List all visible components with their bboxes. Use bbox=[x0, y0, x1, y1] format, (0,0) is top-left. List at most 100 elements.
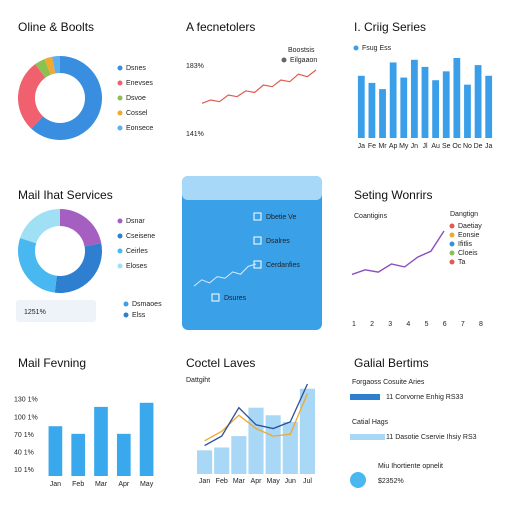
donut-segment bbox=[60, 209, 102, 247]
legend-dot bbox=[449, 250, 455, 256]
panel-title: Coctel Laves bbox=[186, 356, 255, 370]
x-tick-label: Feb bbox=[216, 478, 228, 485]
panel-title: Mail Fevning bbox=[18, 356, 86, 370]
card-footer: Dsures bbox=[224, 295, 247, 302]
line bbox=[193, 263, 257, 287]
x-tick-label: 4 bbox=[406, 321, 410, 328]
bar bbox=[389, 62, 397, 138]
line bbox=[351, 230, 445, 276]
x-tick-label: No bbox=[463, 143, 472, 150]
panel: Mail Ihat Services Dsnar Cseisene Ceirles El… bbox=[8, 176, 168, 336]
legend-label: Cloeis bbox=[458, 250, 478, 257]
x-tick-label: Mr bbox=[378, 143, 387, 150]
legend-label: Eonsie bbox=[458, 232, 480, 239]
card-item: Dsalres bbox=[266, 238, 290, 245]
bar bbox=[48, 426, 63, 476]
legend-dot bbox=[449, 232, 455, 238]
x-tick-label: Se bbox=[442, 143, 451, 150]
x-tick-label: Apr bbox=[118, 481, 130, 488]
row-note: 11 Corvorne Enhig RS33 bbox=[386, 394, 463, 401]
bar bbox=[299, 388, 315, 474]
legend-label: Eonsece bbox=[126, 125, 153, 132]
donut-segment bbox=[17, 64, 46, 129]
card-item: Cerdanfies bbox=[266, 262, 300, 269]
donut-segment bbox=[52, 56, 60, 74]
legend-dot bbox=[117, 95, 123, 101]
donut-segment bbox=[20, 209, 60, 244]
bar bbox=[197, 450, 213, 474]
legend-label: Eloses bbox=[126, 263, 148, 270]
panel: Oline & Boolts Dsnes Enevses Dsvoe Cossel Eon… bbox=[8, 8, 168, 168]
x-tick-label: 7 bbox=[461, 321, 465, 328]
bar bbox=[282, 421, 298, 474]
legend-label: Ifitlis bbox=[458, 241, 473, 248]
legend-dot bbox=[281, 57, 287, 63]
y-tick-label: 10 1% bbox=[14, 467, 34, 474]
legend-label: Dsvoe bbox=[126, 95, 146, 102]
legend-label: Cseisene bbox=[126, 233, 155, 240]
y-tick-label: 40 1% bbox=[14, 449, 34, 456]
row-label: Catial Hags bbox=[352, 419, 389, 426]
legend-label: Dsnar bbox=[126, 218, 145, 225]
bar bbox=[442, 71, 450, 138]
bar bbox=[410, 59, 418, 138]
x-tick-label: 5 bbox=[425, 321, 429, 328]
icon bbox=[211, 293, 220, 302]
x-tick-label: Ap bbox=[389, 143, 398, 150]
x-tick-label: May bbox=[267, 478, 281, 485]
legend-dot bbox=[449, 223, 455, 229]
donut-segment bbox=[35, 58, 51, 78]
x-tick-label: Apr bbox=[251, 478, 263, 485]
legend-label: Enevses bbox=[126, 80, 153, 87]
panel-bg bbox=[344, 344, 504, 504]
legend-label: Dangtign bbox=[450, 211, 478, 218]
legend-dot bbox=[117, 110, 123, 116]
value-box-text: 1251% bbox=[24, 309, 46, 316]
legend-dot bbox=[117, 125, 123, 131]
legend-dot bbox=[353, 45, 359, 51]
line bbox=[204, 383, 309, 447]
bar bbox=[400, 77, 408, 138]
y-tick-label: 100 1% bbox=[14, 414, 38, 421]
annotation: Coantigins bbox=[354, 213, 388, 220]
y-tick-label: 70 1% bbox=[14, 432, 34, 439]
x-tick-label: 1 bbox=[352, 321, 356, 328]
x-tick-label: Ja bbox=[358, 143, 366, 150]
bar bbox=[116, 433, 131, 476]
panel: Coctel Laves Dattgiht Jan Feb Mar Apr May Jun Ju… bbox=[176, 344, 336, 504]
bar bbox=[432, 80, 440, 138]
legend-label: Ta bbox=[458, 259, 466, 266]
x-tick-label: My bbox=[399, 143, 409, 150]
legend-dot bbox=[117, 218, 123, 224]
bar bbox=[214, 447, 230, 474]
donut-segment bbox=[54, 243, 103, 293]
annotation: 183% bbox=[186, 63, 204, 70]
progress-bar bbox=[350, 434, 385, 440]
legend-dot bbox=[117, 65, 123, 71]
x-tick-label: Jn bbox=[411, 143, 419, 150]
legend-dot bbox=[117, 80, 123, 86]
x-tick-label: Jan bbox=[199, 478, 210, 485]
legend-label: Dsmaoes bbox=[132, 301, 162, 308]
legend-label: Eilgaaon bbox=[290, 57, 317, 64]
line bbox=[201, 69, 317, 104]
bar bbox=[94, 406, 108, 476]
bar bbox=[248, 407, 264, 474]
panel: Mail Fevning 10 1% 40 1% 70 1% 100 1% 130 1% J… bbox=[8, 344, 168, 504]
annotation: Dattgiht bbox=[186, 377, 210, 384]
dot bbox=[350, 472, 366, 488]
panel-title: Seting Wonrirs bbox=[354, 188, 432, 202]
x-tick-label: 8 bbox=[479, 321, 483, 328]
footer-label: Miu Ihortiente opnelit bbox=[378, 463, 443, 470]
donut-segment bbox=[44, 56, 56, 75]
bar bbox=[265, 415, 281, 474]
legend-dot bbox=[449, 259, 455, 265]
x-tick-label: 3 bbox=[388, 321, 392, 328]
x-tick-label: Oc bbox=[452, 143, 461, 150]
bar bbox=[379, 89, 386, 138]
x-tick-label: Jun bbox=[285, 478, 296, 485]
panel-bg bbox=[182, 176, 322, 330]
footer-value: $2352% bbox=[378, 478, 404, 485]
legend-label: Fsug Ess bbox=[362, 45, 392, 52]
